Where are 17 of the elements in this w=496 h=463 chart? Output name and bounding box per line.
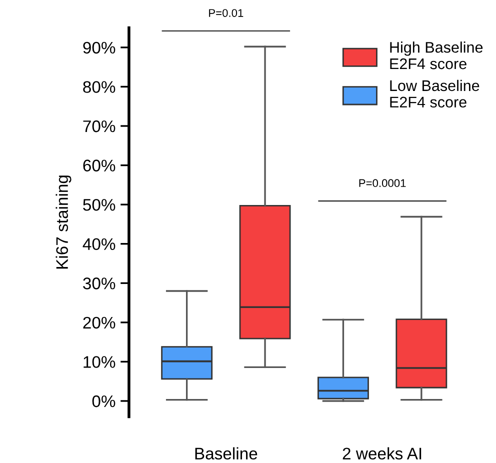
y-tick-label: 0%	[92, 395, 116, 408]
y-tick-label: 70%	[83, 120, 116, 132]
y-tick-label: 30%	[83, 278, 116, 290]
x-tick-label: Baseline	[195, 447, 258, 460]
legend-label: High Baseline E2F4 score	[390, 42, 483, 70]
y-tick-label: 80%	[83, 81, 116, 93]
y-tick-label: 60%	[83, 160, 116, 172]
text: P=0.01	[209, 9, 244, 17]
y-tick-label: 40%	[82, 238, 116, 250]
y-tick-label: 20%	[83, 316, 116, 329]
annotation: P=0.0001	[359, 179, 406, 188]
y-axis-title: Ki67 staining	[56, 176, 72, 269]
y-tick-label: 10%	[84, 356, 116, 368]
legend-label: Low Baseline E2F4 score	[390, 80, 480, 108]
y-tick-label: 50%	[83, 198, 116, 211]
x-tick-label: 2 weeks AI	[342, 447, 422, 460]
y-tick-label: 90%	[83, 42, 116, 54]
